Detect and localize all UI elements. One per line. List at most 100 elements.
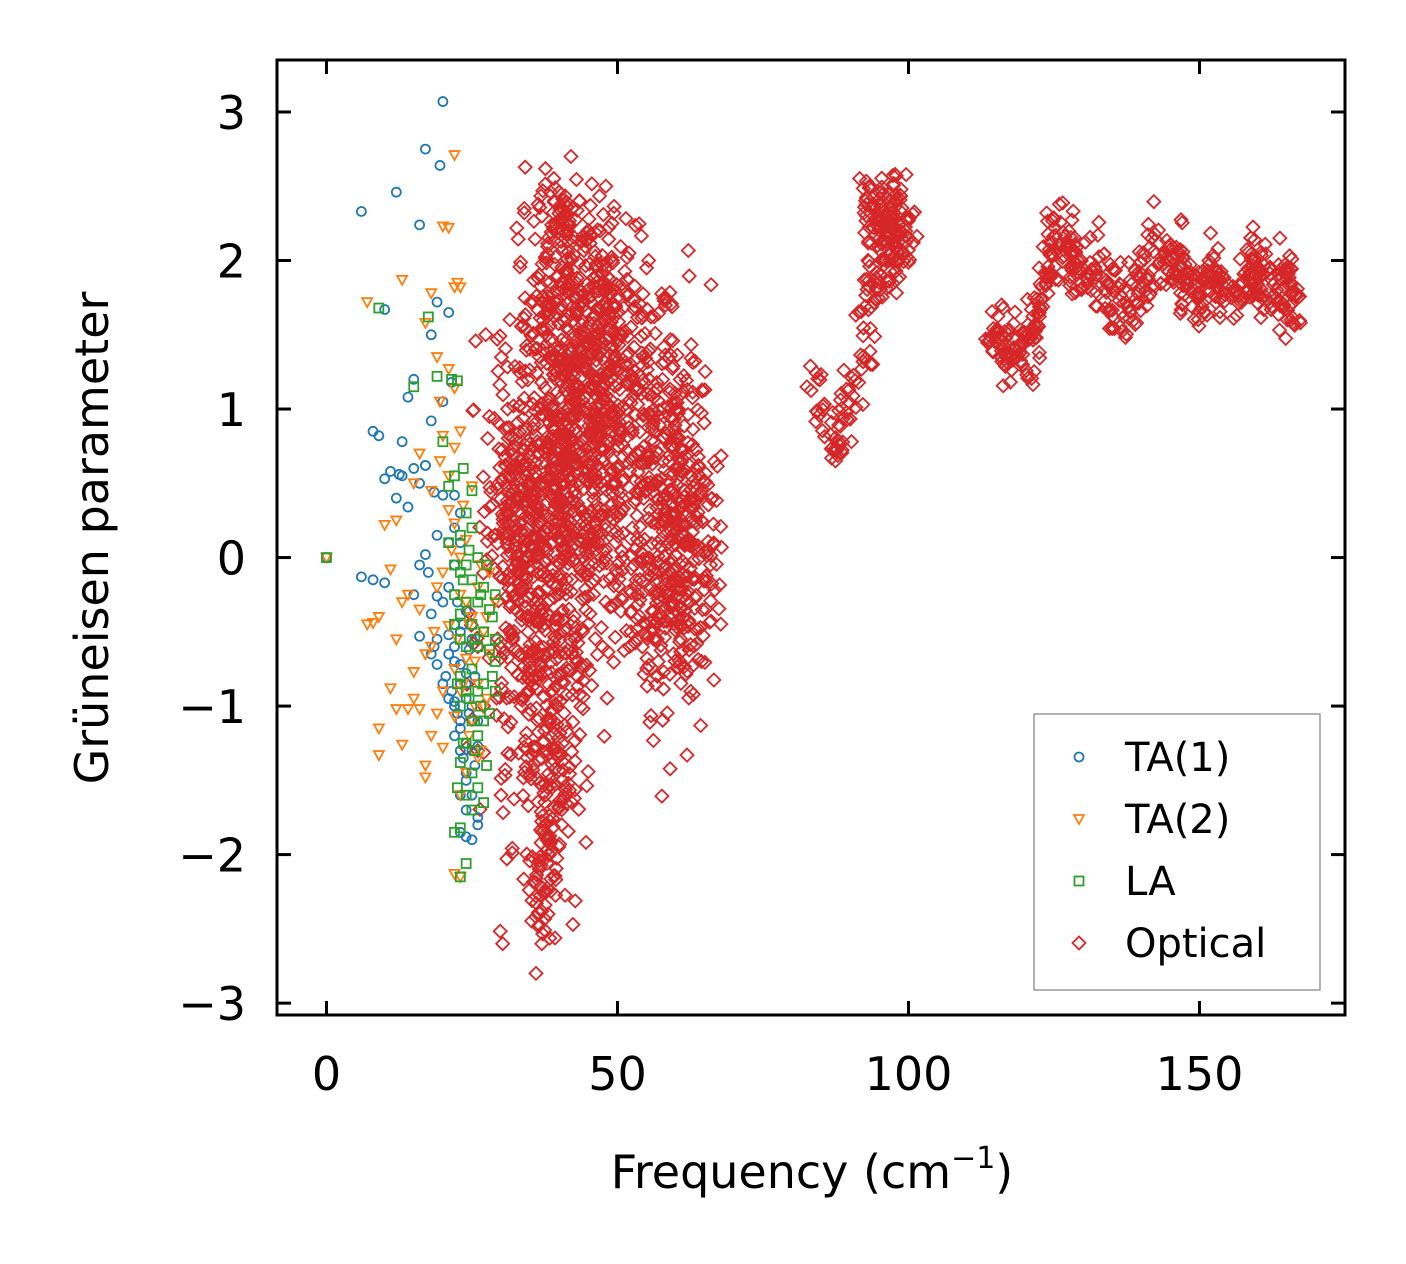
data-point bbox=[543, 409, 559, 425]
data-point bbox=[576, 285, 592, 302]
data-point bbox=[539, 494, 556, 510]
data-point bbox=[1145, 244, 1162, 260]
data-point bbox=[558, 320, 574, 336]
data-point bbox=[611, 402, 627, 418]
data-point bbox=[615, 525, 631, 541]
data-point bbox=[522, 473, 539, 489]
data-point bbox=[669, 347, 686, 363]
data-point bbox=[810, 371, 826, 387]
data-point bbox=[546, 170, 562, 187]
data-point bbox=[706, 535, 722, 551]
data-point bbox=[674, 450, 690, 466]
data-point bbox=[588, 388, 604, 404]
data-point bbox=[484, 548, 500, 564]
data-point bbox=[703, 547, 719, 564]
data-point bbox=[467, 333, 484, 349]
data-point bbox=[524, 892, 540, 909]
data-point bbox=[538, 456, 554, 472]
data-point bbox=[528, 288, 545, 304]
data-point bbox=[492, 923, 508, 939]
legend-label: TA(1) bbox=[1124, 735, 1230, 781]
data-point bbox=[413, 704, 427, 716]
data-point bbox=[492, 634, 509, 651]
data-point bbox=[668, 603, 685, 619]
data-point bbox=[454, 507, 466, 519]
data-point bbox=[499, 547, 516, 563]
data-point bbox=[495, 570, 511, 587]
data-point bbox=[1021, 326, 1037, 342]
data-point bbox=[1209, 279, 1225, 295]
data-point bbox=[520, 797, 537, 814]
data-point bbox=[654, 355, 670, 372]
data-point bbox=[497, 457, 513, 474]
legend-label: Optical bbox=[1125, 921, 1266, 967]
data-point bbox=[531, 852, 547, 869]
data-point bbox=[632, 296, 648, 313]
data-point bbox=[595, 555, 611, 572]
data-point bbox=[500, 649, 516, 666]
data-point bbox=[665, 570, 682, 587]
data-point bbox=[478, 715, 490, 727]
data-point bbox=[897, 223, 914, 239]
data-point bbox=[407, 667, 421, 679]
data-point bbox=[650, 305, 667, 322]
data-point bbox=[696, 415, 712, 431]
data-point bbox=[851, 170, 868, 187]
data-point bbox=[554, 801, 570, 818]
data-point bbox=[667, 546, 684, 563]
data-point bbox=[1079, 270, 1095, 287]
data-point bbox=[672, 371, 689, 388]
data-point bbox=[565, 916, 581, 933]
data-point bbox=[494, 471, 510, 487]
data-point bbox=[498, 690, 515, 706]
data-point bbox=[468, 656, 482, 669]
data-point bbox=[653, 470, 670, 487]
data-point bbox=[479, 533, 496, 549]
data-point bbox=[508, 220, 525, 236]
data-point bbox=[683, 571, 700, 587]
data-point bbox=[590, 326, 607, 343]
data-point bbox=[577, 431, 593, 448]
data-point bbox=[590, 503, 607, 520]
data-point bbox=[578, 834, 594, 851]
data-point bbox=[524, 762, 541, 778]
data-point bbox=[1010, 347, 1026, 364]
data-point bbox=[418, 649, 432, 661]
data-point bbox=[1031, 304, 1047, 321]
data-point bbox=[535, 926, 551, 942]
data-point bbox=[688, 442, 704, 458]
data-point bbox=[643, 432, 659, 449]
data-point bbox=[511, 424, 528, 440]
data-point bbox=[855, 327, 871, 344]
data-point bbox=[1061, 223, 1077, 239]
data-point bbox=[539, 235, 556, 252]
data-point bbox=[1156, 255, 1172, 271]
data-point bbox=[518, 493, 535, 510]
data-point bbox=[705, 516, 722, 532]
data-point bbox=[709, 458, 726, 475]
data-point bbox=[443, 693, 455, 705]
data-point bbox=[623, 367, 640, 384]
data-point bbox=[695, 473, 712, 490]
data-point bbox=[456, 678, 470, 691]
data-point bbox=[1256, 301, 1272, 318]
data-point bbox=[589, 646, 606, 663]
data-point bbox=[1007, 304, 1023, 320]
data-point bbox=[536, 423, 552, 439]
data-point bbox=[367, 574, 379, 586]
data-point bbox=[832, 418, 849, 434]
data-point bbox=[460, 685, 472, 697]
x-tick-label: 50 bbox=[588, 1047, 647, 1101]
data-point bbox=[634, 639, 651, 655]
data-point bbox=[442, 222, 456, 235]
data-point bbox=[510, 231, 526, 247]
data-point bbox=[479, 430, 496, 447]
data-point bbox=[547, 361, 563, 378]
data-point bbox=[643, 568, 659, 584]
data-point bbox=[841, 382, 857, 398]
data-point bbox=[633, 328, 649, 345]
x-tick-label: 100 bbox=[865, 1047, 953, 1101]
data-point bbox=[606, 325, 623, 342]
data-point bbox=[1132, 268, 1148, 285]
data-point bbox=[679, 381, 695, 398]
